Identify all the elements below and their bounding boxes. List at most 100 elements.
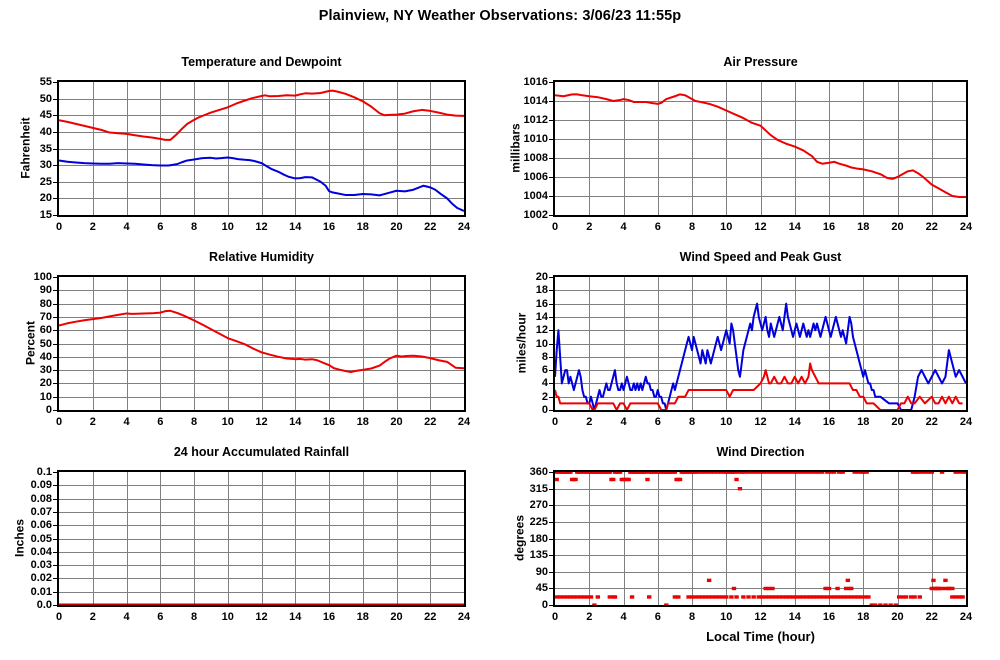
- data-point: [825, 595, 830, 599]
- data-point: [893, 603, 898, 605]
- gridline-horizontal: [555, 572, 966, 573]
- y-tick-label: 8: [541, 350, 548, 363]
- y-tick-mark: [549, 316, 553, 318]
- data-point: [607, 472, 612, 474]
- x-tick-label: 6: [654, 416, 661, 428]
- x-tick-label: 16: [822, 416, 836, 428]
- data-point: [705, 472, 710, 474]
- data-point: [571, 595, 577, 599]
- y-tick-mark: [53, 148, 57, 150]
- y-tick-label: 135: [529, 549, 548, 562]
- gridline-vertical: [127, 82, 128, 215]
- gridline-vertical: [228, 472, 229, 605]
- gridline-vertical: [589, 277, 590, 410]
- y-tick-mark: [53, 525, 57, 527]
- x-tick-label: 4: [620, 416, 627, 428]
- y-tick-label: 20: [39, 192, 52, 205]
- x-tick-label: 4: [123, 416, 130, 428]
- y-tick-label: 45: [535, 582, 548, 595]
- y-tick-mark: [549, 196, 553, 197]
- y-tick-mark: [53, 115, 57, 117]
- gridline-horizontal: [59, 304, 464, 305]
- y-tick-label: 18: [535, 284, 548, 297]
- gridline-horizontal: [59, 317, 464, 318]
- chart-title-wind_speed: Wind Speed and Peak Gust: [679, 250, 842, 264]
- data-point: [732, 472, 738, 474]
- gridline-vertical: [93, 82, 94, 215]
- data-point: [686, 595, 691, 599]
- x-tick-label: 24: [959, 416, 973, 428]
- x-tick-label: 8: [688, 416, 696, 428]
- gridline-vertical: [898, 472, 899, 605]
- data-point: [741, 472, 746, 474]
- gridline-vertical: [160, 277, 161, 410]
- gridline-vertical: [624, 82, 625, 215]
- y-tick-label: 0.0: [36, 599, 52, 611]
- data-point: [943, 586, 948, 591]
- chart-title-wind_direction: Wind Direction: [716, 445, 805, 459]
- x-tick-label: 6: [157, 416, 164, 428]
- series-layer-pressure: [555, 93, 966, 198]
- data-point: [568, 595, 573, 599]
- plot-canvas-rainfall: [57, 470, 466, 607]
- y-tick-mark: [53, 498, 57, 500]
- y-tick-mark: [549, 588, 553, 590]
- data-point: [744, 472, 749, 474]
- y-tick-mark: [549, 215, 553, 216]
- gridline-horizontal: [555, 539, 966, 540]
- data-point: [963, 472, 966, 474]
- data-point: [888, 603, 893, 605]
- x-tick-label: 4: [123, 611, 130, 623]
- y-tick-mark: [549, 396, 553, 398]
- y-tick-label: 0.01: [30, 585, 52, 598]
- data-point: [700, 595, 705, 599]
- chart-title-rainfall: 24 hour Accumulated Rainfall: [173, 445, 350, 459]
- data-point: [912, 595, 917, 599]
- data-point: [852, 595, 857, 599]
- gridline-horizontal: [59, 499, 464, 500]
- y-tick-mark: [53, 551, 57, 553]
- data-point: [950, 595, 955, 599]
- y-tick-mark: [549, 120, 553, 121]
- gridline-horizontal: [555, 522, 966, 523]
- y-tick-mark: [53, 605, 57, 606]
- gridline-vertical: [397, 277, 398, 410]
- y-tick-label: 12: [535, 324, 548, 337]
- series-line: [555, 362, 963, 410]
- data-point: [939, 586, 945, 591]
- gridline-vertical: [262, 82, 263, 215]
- x-tick-label: 0: [55, 221, 63, 233]
- y-tick-label: 0.04: [30, 545, 52, 558]
- data-point: [595, 595, 601, 599]
- y-tick-mark: [549, 505, 553, 507]
- y-tick-label: 50: [39, 92, 52, 105]
- x-tick-label: 16: [822, 221, 836, 233]
- data-point: [931, 578, 936, 583]
- x-tick-label: 18: [356, 416, 369, 428]
- series-line: [555, 93, 966, 198]
- data-point: [783, 595, 789, 599]
- x-tick-label: 14: [788, 416, 801, 428]
- gridline-vertical: [262, 472, 263, 605]
- y-axis-label-pressure: millibars: [508, 122, 522, 173]
- y-tick-label: 0.07: [30, 505, 52, 518]
- gridline-vertical: [295, 472, 296, 605]
- data-point: [564, 595, 570, 599]
- gridline-horizontal: [555, 330, 966, 331]
- y-tick-label: 90: [535, 565, 548, 578]
- data-point: [816, 472, 821, 474]
- y-tick-label: 20: [39, 377, 52, 390]
- gridline-vertical: [397, 82, 398, 215]
- y-tick-label: 80: [39, 297, 52, 310]
- data-point: [785, 472, 791, 474]
- data-point: [751, 595, 756, 599]
- gridline-vertical: [658, 472, 659, 605]
- data-point: [720, 595, 726, 599]
- y-tick-mark: [53, 165, 57, 167]
- data-point: [826, 586, 832, 591]
- data-point: [926, 472, 931, 474]
- data-point: [835, 595, 840, 599]
- data-point: [838, 595, 844, 599]
- x-tick-label: 18: [857, 221, 870, 233]
- data-point: [568, 472, 573, 474]
